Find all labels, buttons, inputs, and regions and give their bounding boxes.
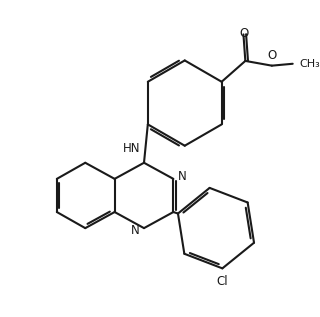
Text: HN: HN <box>123 142 140 155</box>
Text: Cl: Cl <box>217 275 228 288</box>
Text: O: O <box>267 49 276 62</box>
Text: N: N <box>178 171 187 184</box>
Text: CH₃: CH₃ <box>299 59 320 69</box>
Text: N: N <box>131 223 139 236</box>
Text: O: O <box>240 27 249 40</box>
